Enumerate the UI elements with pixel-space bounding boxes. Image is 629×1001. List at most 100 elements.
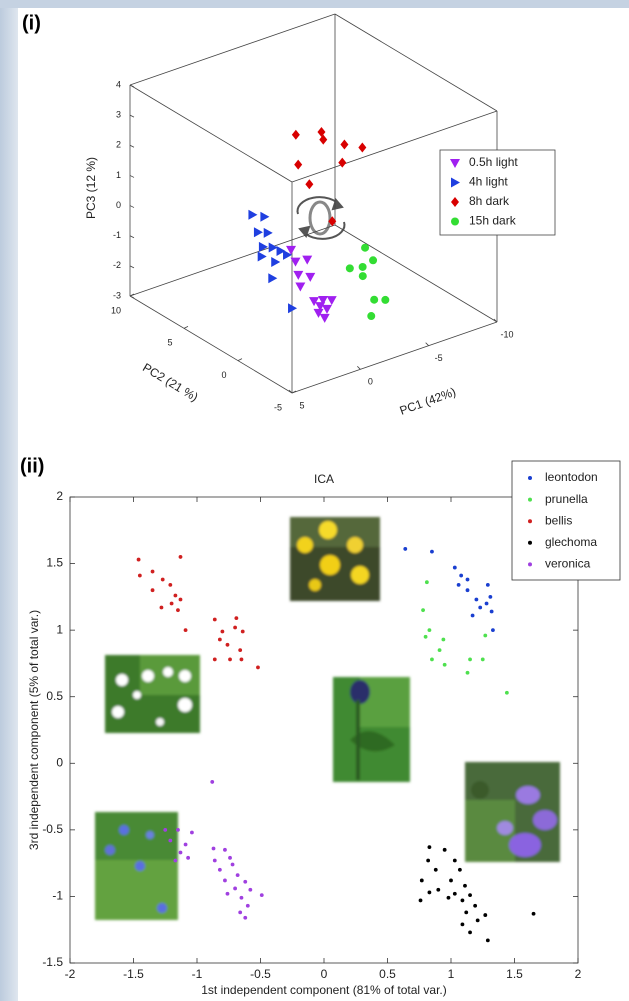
point <box>485 602 489 606</box>
point <box>174 859 178 863</box>
point <box>428 628 432 632</box>
point <box>221 630 225 634</box>
point <box>468 658 472 662</box>
y-tick-label: 1 <box>56 622 63 636</box>
point <box>438 648 442 652</box>
point <box>236 873 240 877</box>
point <box>243 916 247 920</box>
point <box>234 616 238 620</box>
point <box>151 570 155 574</box>
point <box>471 614 475 618</box>
point <box>231 863 235 867</box>
point <box>428 891 432 895</box>
point <box>210 780 214 784</box>
point <box>213 658 217 662</box>
point <box>241 630 245 634</box>
z-tick-label: 4 <box>116 79 121 89</box>
photo-leontodon <box>290 517 380 601</box>
point <box>346 264 354 272</box>
point <box>160 606 164 610</box>
point <box>163 828 167 832</box>
point <box>179 851 183 855</box>
point <box>441 638 445 642</box>
point <box>260 893 264 897</box>
point <box>176 608 180 612</box>
photo-glechoma <box>465 762 560 862</box>
point <box>233 626 237 630</box>
y-axis-label: 3rd independent component (5% of total v… <box>27 610 41 850</box>
chart-title: ICA <box>314 472 334 486</box>
point <box>449 879 453 883</box>
point <box>453 566 457 570</box>
x-tick-label: 2 <box>575 967 582 981</box>
point <box>475 598 479 602</box>
point <box>370 296 378 304</box>
point <box>168 583 172 587</box>
legend-label: 8h dark <box>469 194 510 208</box>
point <box>174 594 178 598</box>
x-axis-label: 1st independent component (81% of total … <box>201 983 447 997</box>
legend-marker <box>528 541 532 545</box>
point <box>430 658 434 662</box>
point <box>367 312 375 320</box>
y-tick-label: 5 <box>167 338 172 348</box>
point <box>488 595 492 599</box>
point <box>436 888 440 892</box>
legend-label: 4h light <box>469 175 508 189</box>
point <box>361 244 369 252</box>
point <box>243 880 247 884</box>
z-tick-label: 1 <box>116 170 121 180</box>
point <box>168 839 172 843</box>
z-axis-label: PC3 (12 %) <box>84 157 98 219</box>
z-tick-label: 2 <box>116 140 121 150</box>
point <box>223 848 227 852</box>
legend-label: glechoma <box>545 535 597 549</box>
point <box>179 555 183 559</box>
x-tick-label: 1.5 <box>506 967 523 981</box>
legend-marker <box>528 498 532 502</box>
point <box>424 635 428 639</box>
x-tick-label: 0 <box>321 967 328 981</box>
legend-marker <box>528 562 532 566</box>
legend-label: veronica <box>545 557 591 571</box>
point <box>483 634 487 638</box>
legend-marker <box>451 218 459 226</box>
point <box>481 658 485 662</box>
z-tick-label: -3 <box>113 290 121 300</box>
point <box>179 598 183 602</box>
point <box>186 856 190 860</box>
point <box>430 550 434 554</box>
point <box>453 859 457 863</box>
point <box>218 638 222 642</box>
point <box>176 828 180 832</box>
x-tick-label: -10 <box>500 329 513 339</box>
x-tick-label: 0.5 <box>379 967 396 981</box>
point <box>478 606 482 610</box>
point <box>491 628 495 632</box>
point <box>184 843 188 847</box>
legend-label: bellis <box>545 513 572 527</box>
point <box>434 868 438 872</box>
point <box>421 608 425 612</box>
y-tick-label: -0.5 <box>42 822 63 836</box>
point <box>443 848 447 852</box>
photo-prunella <box>333 677 410 782</box>
point <box>218 868 222 872</box>
legend-marker <box>528 519 532 523</box>
point <box>228 658 232 662</box>
point <box>447 896 451 900</box>
point <box>463 884 467 888</box>
point <box>483 913 487 917</box>
point <box>212 847 216 851</box>
y-tick-label: 0 <box>221 370 226 380</box>
point <box>151 588 155 592</box>
point <box>486 938 490 942</box>
point <box>459 574 463 578</box>
point <box>473 904 477 908</box>
point <box>381 296 389 304</box>
point <box>238 911 242 915</box>
point <box>138 574 142 578</box>
point <box>505 691 509 695</box>
panel-label: (i) <box>22 12 41 34</box>
point <box>426 859 430 863</box>
